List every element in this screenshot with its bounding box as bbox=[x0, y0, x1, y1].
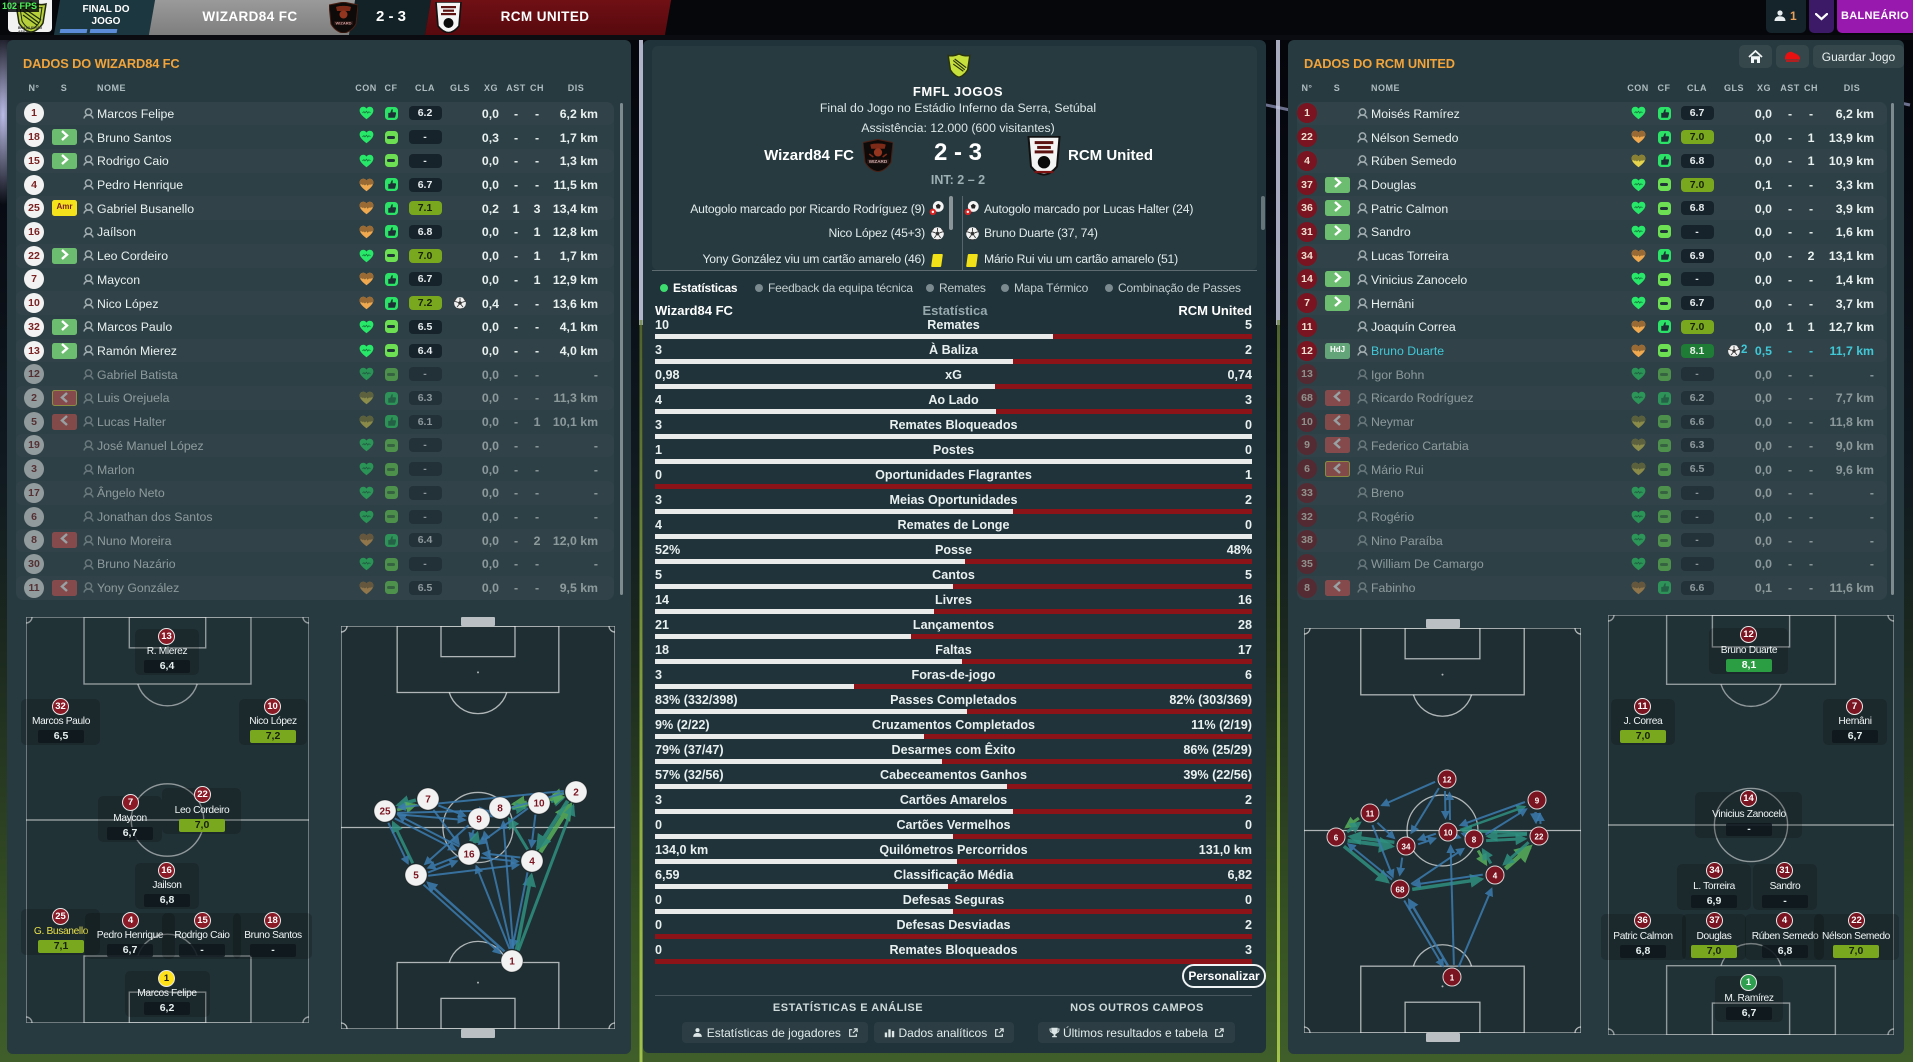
svg-text:WIZARD: WIZARD bbox=[336, 21, 352, 26]
svg-text:12: 12 bbox=[1443, 776, 1452, 785]
svg-text:2: 2 bbox=[573, 788, 579, 799]
svg-text:5: 5 bbox=[413, 871, 419, 882]
svg-text:25: 25 bbox=[379, 807, 391, 818]
svg-text:11: 11 bbox=[1366, 810, 1375, 819]
svg-text:10: 10 bbox=[533, 799, 545, 810]
svg-text:8: 8 bbox=[497, 804, 503, 815]
svg-text:10: 10 bbox=[1444, 829, 1453, 838]
svg-text:22: 22 bbox=[1535, 833, 1544, 842]
svg-text:4: 4 bbox=[1493, 872, 1498, 881]
svg-text:68: 68 bbox=[1396, 886, 1405, 895]
svg-text:8: 8 bbox=[1472, 836, 1477, 845]
svg-text:16: 16 bbox=[463, 850, 475, 861]
svg-text:9: 9 bbox=[1535, 797, 1540, 806]
svg-text:WIZARD: WIZARD bbox=[869, 159, 888, 164]
svg-text:34: 34 bbox=[1402, 843, 1411, 852]
svg-text:6: 6 bbox=[1334, 834, 1339, 843]
svg-text:9: 9 bbox=[476, 815, 482, 826]
svg-text:4: 4 bbox=[529, 857, 535, 868]
svg-text:7: 7 bbox=[425, 795, 431, 806]
svg-text:1: 1 bbox=[509, 957, 515, 968]
svg-text:1: 1 bbox=[1450, 974, 1455, 983]
